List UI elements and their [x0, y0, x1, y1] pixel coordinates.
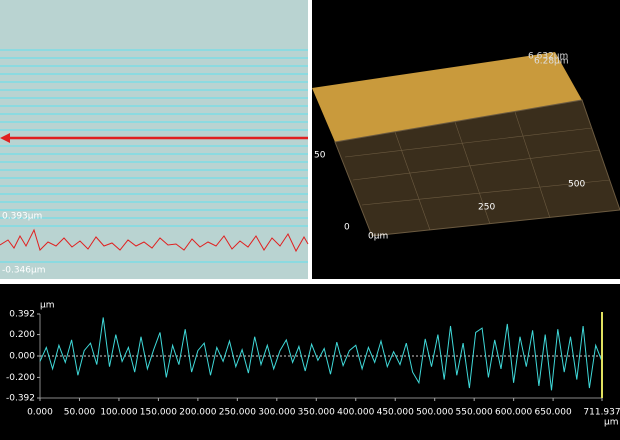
x-tick-label: 150.000 [140, 408, 177, 418]
x-tick-label: 50.000 [64, 408, 96, 418]
image-panel: 0.393µm -0.346µm [0, 0, 309, 279]
x-tick-label: 300.000 [258, 408, 295, 418]
x-unit: µm [604, 418, 619, 428]
x-tick-label: 250.000 [219, 408, 256, 418]
x-tick-label: 650.000 [534, 408, 571, 418]
x-tick-label: 400.000 [337, 408, 374, 418]
x-tick-label: 450.000 [377, 408, 414, 418]
x-tick-label: 200.000 [179, 408, 216, 418]
y-tick-label: 0.000 [9, 352, 35, 362]
z-max-label: 6.632µm [528, 52, 568, 62]
x-label-mid: 250 [478, 203, 495, 213]
x-tick-label: 100.000 [100, 408, 137, 418]
z-label: 6.28µm [534, 57, 569, 67]
x-tick-label: 600.000 [495, 408, 532, 418]
arrow-head [0, 133, 10, 143]
y-tick-label: -0.200 [6, 373, 35, 383]
x-origin-label: 0µm [368, 232, 388, 242]
y-tick-label: 0.200 [9, 330, 35, 340]
y-label: 50 [314, 151, 326, 161]
x-label-far: 500 [568, 180, 585, 190]
profile-preview [0, 228, 309, 253]
y-tick-label: 0.392 [9, 310, 35, 320]
x-tick-label: 350.000 [298, 408, 335, 418]
origin-label: 0 [344, 223, 350, 233]
y-unit: µm [40, 301, 55, 311]
x-tick-label: 500.000 [416, 408, 453, 418]
x-tick-label: 550.000 [456, 408, 493, 418]
max-label: 0.393µm [2, 212, 42, 222]
x-tick-label: 0.000 [27, 408, 53, 418]
profile-line [39, 317, 603, 391]
x-tick-label: 711.937 [583, 408, 620, 418]
scan-lines [0, 49, 308, 263]
view-3d: 6.632µm 6.28µm 50 500 250 0 0µm [312, 0, 620, 279]
micrograph [0, 0, 308, 279]
min-label: -0.346µm [2, 266, 46, 276]
y-tick-label: -0.392 [6, 394, 35, 404]
